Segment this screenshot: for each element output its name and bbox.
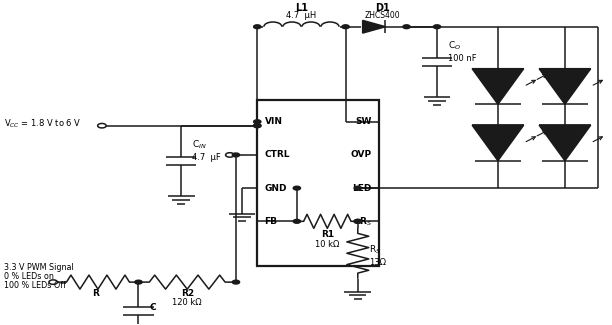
Text: 3.3 V PWM Signal: 3.3 V PWM Signal bbox=[4, 263, 74, 272]
Polygon shape bbox=[472, 69, 524, 104]
Circle shape bbox=[433, 25, 441, 29]
Text: C$_{IN}$: C$_{IN}$ bbox=[192, 138, 207, 151]
Circle shape bbox=[354, 219, 362, 223]
Text: R2: R2 bbox=[181, 290, 194, 298]
Text: OVP: OVP bbox=[351, 150, 372, 160]
Text: FB: FB bbox=[264, 217, 278, 226]
Circle shape bbox=[403, 25, 410, 29]
Text: 13Ω: 13Ω bbox=[369, 258, 386, 267]
Text: 0 % LEDs on: 0 % LEDs on bbox=[4, 272, 54, 281]
Circle shape bbox=[293, 219, 300, 223]
Text: LED: LED bbox=[353, 184, 372, 193]
Polygon shape bbox=[539, 69, 591, 104]
Circle shape bbox=[233, 153, 239, 157]
Circle shape bbox=[233, 280, 239, 284]
Text: 120 kΩ: 120 kΩ bbox=[173, 298, 202, 307]
Text: R$_S$: R$_S$ bbox=[369, 244, 381, 256]
Text: V$_{CC}$ = 1.8 V to 6 V: V$_{CC}$ = 1.8 V to 6 V bbox=[4, 118, 82, 130]
Text: GND: GND bbox=[264, 184, 287, 193]
Text: SW: SW bbox=[356, 117, 372, 126]
Text: C: C bbox=[149, 303, 156, 312]
Text: R: R bbox=[92, 290, 99, 298]
Circle shape bbox=[253, 124, 261, 128]
Circle shape bbox=[253, 124, 261, 128]
Text: L1: L1 bbox=[295, 3, 308, 13]
Circle shape bbox=[354, 186, 362, 190]
Bar bbox=[257, 100, 379, 266]
Text: 100 % LEDs Off: 100 % LEDs Off bbox=[4, 281, 67, 290]
Text: C$_O$: C$_O$ bbox=[448, 40, 461, 52]
Text: 4.7  μH: 4.7 μH bbox=[286, 11, 316, 20]
Text: 10 kΩ: 10 kΩ bbox=[315, 240, 340, 249]
Text: ZHCS400: ZHCS400 bbox=[364, 11, 400, 20]
Text: R$_S$: R$_S$ bbox=[359, 215, 372, 227]
Circle shape bbox=[342, 25, 349, 29]
Circle shape bbox=[135, 280, 142, 284]
Text: 100 nF: 100 nF bbox=[448, 54, 477, 63]
Circle shape bbox=[293, 186, 300, 190]
Text: D1: D1 bbox=[375, 3, 389, 13]
Polygon shape bbox=[539, 125, 591, 161]
Text: R1: R1 bbox=[321, 230, 334, 239]
Text: 4.7  μF: 4.7 μF bbox=[192, 153, 221, 162]
Text: CTRL: CTRL bbox=[264, 150, 290, 160]
Polygon shape bbox=[363, 20, 386, 33]
Circle shape bbox=[354, 219, 362, 223]
Text: VIN: VIN bbox=[264, 117, 283, 126]
Circle shape bbox=[253, 25, 261, 29]
Circle shape bbox=[253, 120, 261, 124]
Polygon shape bbox=[472, 125, 524, 161]
